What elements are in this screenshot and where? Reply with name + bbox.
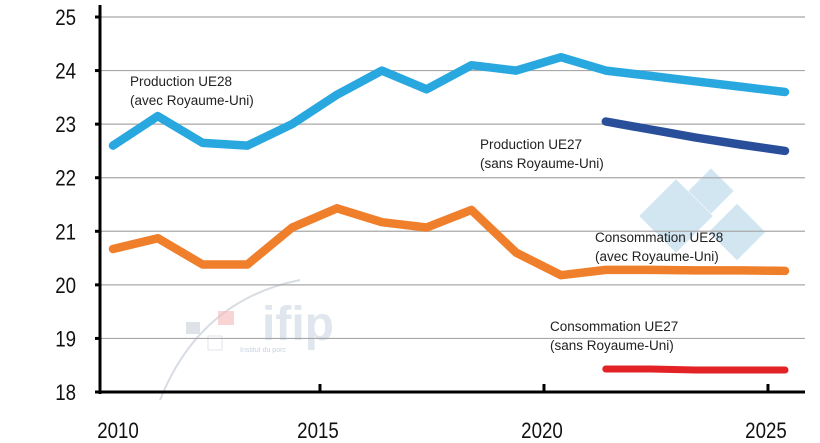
ifip-logo-outline-square [207,335,223,351]
y-tick-label: 19 [55,328,76,352]
series-label: (sans Royaume-Uni) [550,338,674,353]
series-label: Production UE27 [480,137,582,152]
series-line [602,365,789,374]
series-label: (avec Royaume-Uni) [130,93,254,108]
ifip-logo-text: ifip [262,298,334,351]
series-line [108,204,790,280]
x-axis: 2010 2015 2020 2025 [97,384,805,443]
y-tick-label: 24 [55,60,76,84]
series-label: Production UE28 [130,74,232,89]
x-tick-label: 2025 [745,420,787,443]
x-tick-label: 2020 [521,420,563,443]
series-label: Consommation UE28 [595,230,723,245]
grid [100,16,805,340]
y-tick-label: 21 [55,221,76,245]
ifip-logo-red-square [218,311,234,325]
series-line [601,117,790,156]
series-labels: Production UE28 (avec Royaume-Uni) Product… [130,74,723,353]
x-tick-label: 2015 [297,420,339,443]
y-tick-label: 25 [55,7,76,31]
y-tick-label: 20 [55,275,76,299]
series-label: Consommation UE27 [550,319,678,334]
watermarks: ifip Institut du porc [159,168,766,401]
series-label: (avec Royaume-Uni) [595,249,719,264]
tres3-logo [639,168,766,261]
series-label: (sans Royaume-Uni) [480,156,604,171]
y-tick-label: 23 [55,114,76,138]
x-tick-label: 2010 [97,420,139,443]
y-tick-label: 22 [55,167,76,191]
ifip-logo-tagline: Institut du porc [240,347,286,354]
series-line [108,52,790,150]
y-tick-label: 18 [55,382,76,406]
series-lines [108,52,790,374]
y-axis: 18 19 20 21 22 23 24 25 [55,5,102,406]
ifip-logo-arc [159,279,301,401]
ifip-logo-square [186,322,200,334]
